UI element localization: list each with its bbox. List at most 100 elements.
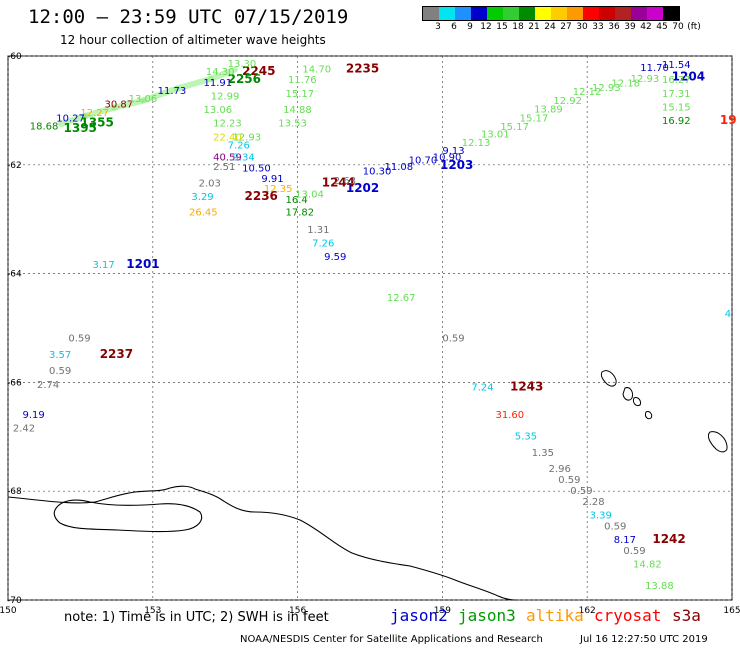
pass-time-label: 1243 (510, 380, 543, 394)
wave-height-label: 13.06 (129, 94, 158, 105)
wave-height-label: 15.17 (286, 89, 315, 100)
pass-time-label: 1202 (346, 181, 379, 195)
color-swatch (551, 7, 567, 20)
wave-height-label: 10.30 (363, 167, 392, 178)
color-swatch (503, 7, 519, 20)
footer-note: note: 1) Time is in UTC; 2) SWH is in fe… (64, 610, 329, 625)
wave-height-label: 9.13 (442, 146, 464, 157)
latitude-tick-label: -62 (7, 161, 22, 171)
wave-height-label: 7.26 (312, 238, 334, 249)
wave-height-label: 0.59 (49, 366, 71, 377)
color-scale-tick-label: 27 (560, 22, 572, 32)
wave-height-label: 11.54 (662, 60, 691, 71)
latitude-tick-label: -64 (7, 270, 22, 280)
satellite-legend-item: altika (526, 606, 584, 625)
wave-height-label: 13.04 (295, 189, 324, 200)
wave-height-label: 12.92 (553, 96, 582, 107)
color-swatch (519, 7, 535, 20)
wave-height-label: 3.17 (92, 260, 114, 271)
longitude-tick-label: 162 (579, 606, 596, 616)
wave-height-label: 4 (725, 309, 731, 320)
color-scale-tick-label: (ft) (687, 22, 701, 32)
wave-height-label: 17.82 (286, 207, 315, 218)
satellite-legend-item: cryosat (594, 606, 662, 625)
coastline-islet (707, 431, 728, 453)
pass-time-label: 1203 (440, 158, 473, 172)
wave-height-label: 1.31 (307, 225, 329, 236)
wave-height-label: 9.59 (324, 252, 346, 263)
generation-timestamp: Jul 16 12:27:50 UTC 2019 (580, 634, 708, 645)
wave-height-label: 10.70 (409, 156, 438, 167)
ground-track-segment (173, 75, 214, 92)
ground-track-segment (207, 66, 238, 82)
wave-height-label: 8.17 (614, 535, 636, 546)
wave-height-label: 1.35 (532, 448, 554, 459)
pass-time-label: 19 (720, 113, 737, 127)
pass-time-label: 1201 (126, 257, 159, 271)
wave-height-label: 12.99 (211, 92, 240, 103)
wave-height-label: 10.50 (242, 163, 271, 174)
wave-height-label: 16.92 (662, 116, 691, 127)
wave-height-label: 14.70 (302, 64, 331, 75)
wave-height-label: 11.73 (158, 86, 187, 97)
color-scale-tick-label: 3 (435, 22, 441, 32)
color-scale-tick-label: 70 (672, 22, 684, 32)
longitude-tick-label: 159 (434, 606, 451, 616)
color-scale-tick-label: 9 (467, 22, 473, 32)
color-scale-tick-label: 6 (451, 22, 457, 32)
latitude-tick-label: -66 (7, 378, 22, 388)
wave-height-label: 11.76 (288, 75, 317, 86)
wave-height-label: 2.96 (549, 464, 571, 475)
longitude-tick-label: 165 (723, 606, 740, 616)
wave-height-label: 12.18 (611, 78, 640, 89)
wave-height-label: 2.74 (37, 380, 59, 391)
wave-height-label: 3.57 (49, 350, 71, 361)
color-scale-tick-label: 24 (544, 22, 556, 32)
wave-height-label: 12.93 (232, 132, 261, 143)
color-scale-bar (422, 6, 680, 21)
longitude-tick-label: 156 (289, 606, 306, 616)
wave-height-label: 7.24 (471, 383, 493, 394)
color-swatch (583, 7, 599, 20)
color-swatch (599, 7, 615, 20)
wave-height-label: 2.03 (199, 179, 221, 190)
color-swatch (471, 7, 487, 20)
latitude-tick-label: -70 (7, 596, 22, 606)
coastline-islet (622, 387, 633, 401)
wave-height-label: 15.17 (500, 122, 529, 133)
map-title: 12:00 — 23:59 UTC 07/15/2019 (28, 6, 349, 28)
wave-height-label: 10.27 (56, 113, 85, 124)
credit-line: NOAA/NESDIS Center for Satellite Applica… (240, 634, 543, 645)
wave-height-label: 12.23 (213, 119, 242, 130)
color-swatch (423, 7, 439, 20)
wave-height-label: 0.59 (623, 546, 645, 557)
wave-height-label: 3.39 (590, 510, 612, 521)
latitude-tick-label: -60 (7, 52, 22, 62)
wave-height-label: 12.27 (80, 108, 109, 119)
color-scale-tick-label: 45 (656, 22, 668, 32)
pass-time-label: 1395 (64, 121, 97, 135)
wave-height-label: 2.42 (13, 423, 35, 434)
wave-height-label: 2.51 (213, 162, 235, 173)
satellite-legend-item: s3a (672, 606, 701, 625)
longitude-tick-label: 153 (144, 606, 161, 616)
wave-height-label: 40.59 (213, 152, 242, 163)
ground-track-segment (140, 85, 180, 104)
wave-height-label: 14.88 (283, 105, 312, 116)
color-swatch (455, 7, 471, 20)
wave-height-label: 16.27 (662, 75, 691, 86)
wave-height-label: 9.19 (22, 410, 44, 421)
color-scale-tick-label: 30 (576, 22, 588, 32)
longitude-tick-label: 150 (0, 606, 17, 616)
wave-height-label: 16.4 (286, 195, 308, 206)
wave-height-label: 31.60 (495, 410, 524, 421)
color-swatch (439, 7, 455, 20)
ground-track-segment (111, 97, 147, 111)
latitude-tick-label: -68 (7, 487, 22, 497)
ground-track-segment (82, 104, 118, 119)
wave-height-label: 13.89 (534, 105, 563, 116)
coastline-mainland (7, 485, 516, 601)
wave-height-label: 12.12 (573, 87, 602, 98)
wave-height-label: 10.90 (433, 152, 462, 163)
